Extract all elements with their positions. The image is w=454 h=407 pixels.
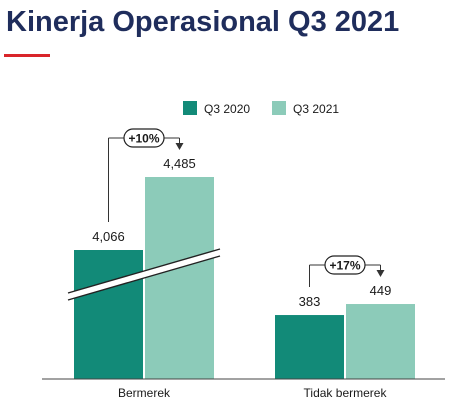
value-label-1-1: 4,066 (92, 229, 125, 244)
growth-annotations: +10% +17% (108, 128, 385, 288)
bar-1-2 (145, 177, 214, 379)
bar-1-1 (74, 250, 143, 379)
axis-break-line-lower (67, 255, 221, 301)
title-underline (4, 54, 50, 57)
bars-group: 4,066 4,485 383 449 (67, 156, 415, 379)
bar-2-1 (275, 315, 344, 379)
value-label-2-1: 383 (299, 294, 321, 309)
bar-2-2 (346, 304, 415, 379)
growth-badge-1 (123, 128, 165, 148)
legend-swatch-2 (272, 101, 286, 115)
legend-swatch-1 (183, 101, 197, 115)
axis-break-line-upper (67, 248, 221, 294)
legend-label-2: Q3 2021 (293, 102, 339, 116)
value-label-1-2: 4,485 (163, 156, 196, 171)
chart-legend: Q3 2020 Q3 2021 (183, 101, 339, 116)
value-label-2-2: 449 (370, 283, 392, 298)
growth-badge-label-1: +10% (128, 132, 159, 146)
growth-arrow-head-1 (175, 143, 184, 150)
growth-arrow-head-2 (376, 270, 385, 278)
legend-label-1: Q3 2020 (204, 102, 250, 116)
page-title: Kinerja Operasional Q3 2021 (6, 6, 400, 38)
category-label-1: Bermerek (118, 386, 171, 400)
growth-badge-label-2: +17% (329, 259, 360, 273)
x-axis: Bermerek Tidak bermerek (42, 378, 445, 400)
axis-break-band (68, 249, 220, 300)
growth-badge-2 (324, 255, 366, 275)
category-label-2: Tidak bermerek (304, 386, 388, 400)
